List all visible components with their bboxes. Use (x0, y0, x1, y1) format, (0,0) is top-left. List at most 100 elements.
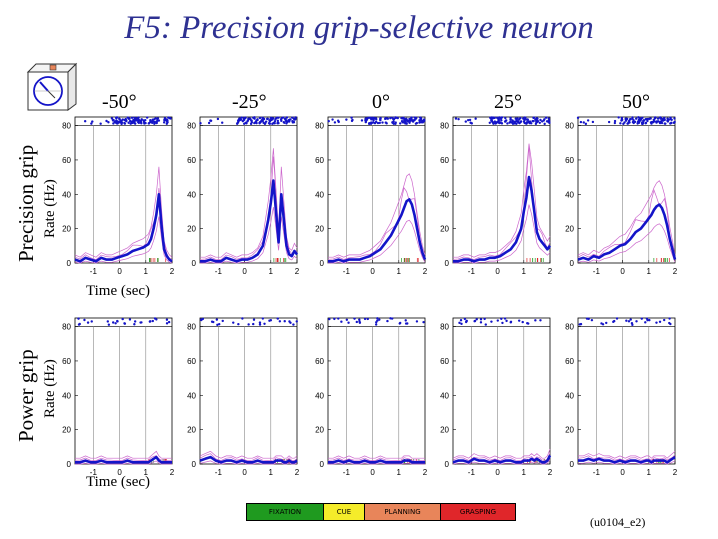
raster-spike (261, 317, 265, 320)
firing-rate-line (199, 455, 298, 464)
raster-spike (137, 121, 141, 125)
raster-spike (358, 320, 361, 323)
raster-spike (379, 116, 382, 120)
raster-spike (628, 118, 632, 121)
column-title-neg25: -25° (232, 91, 267, 113)
raster-spike (646, 117, 649, 121)
y-tick-label: 0 (67, 460, 72, 469)
raster-spike (274, 118, 277, 121)
raster-spike (358, 318, 361, 321)
raster-spike (669, 322, 672, 326)
raster-spike (355, 320, 359, 324)
raster-spike (166, 119, 169, 123)
raster-spike (500, 317, 503, 320)
column-title-50: 50° (622, 91, 650, 113)
raster-spike (642, 119, 646, 122)
raster-spike (268, 119, 271, 122)
raster-spike (165, 122, 168, 125)
raster-spike (252, 318, 256, 321)
panel-frame (74, 317, 173, 465)
raster-spike (131, 121, 134, 125)
raster-spike (258, 116, 262, 120)
raster-spike (669, 122, 672, 125)
legend-grasping: GRASPING (441, 504, 515, 520)
firing-rate-line (578, 456, 676, 464)
y-tick-label: 0 (570, 259, 575, 268)
row-label-power: Power grip (14, 349, 38, 442)
raster-spike (578, 323, 581, 326)
x-tick-label: 2 (423, 468, 428, 477)
firing-rate-line (200, 179, 299, 263)
envelope-lower (74, 216, 173, 264)
raster-spike (672, 121, 676, 125)
raster-spike (538, 121, 541, 124)
raster-spike (582, 121, 585, 124)
raster-spike (525, 122, 528, 125)
raster-spike (497, 118, 500, 121)
raster-spike (612, 320, 615, 324)
raster-spike (371, 121, 374, 124)
raster-spike (155, 120, 158, 124)
raster-spike (277, 116, 280, 119)
raster-spike (379, 118, 382, 122)
raster-spike (657, 120, 660, 123)
raster-spike (635, 320, 638, 323)
raster-spike (139, 119, 143, 123)
raster-spike (370, 118, 373, 121)
envelope-upper (74, 166, 173, 258)
raster-spike (256, 118, 259, 122)
raster-spike (663, 122, 666, 125)
raster-spike (389, 116, 392, 120)
raster-spike (237, 322, 240, 326)
raster-spike (653, 117, 657, 120)
raster-spike (291, 116, 294, 119)
raster-spike (516, 121, 520, 124)
x-tick-label: -1 (215, 468, 223, 477)
raster-spike (404, 319, 407, 322)
raster-spike (246, 119, 250, 122)
y-tick-label: 0 (570, 460, 575, 469)
raster-spike (283, 121, 286, 124)
raster-spike (165, 322, 169, 325)
raster-spike (258, 321, 262, 324)
raster-spike (591, 120, 595, 124)
y-tick-label: 0 (192, 460, 197, 469)
raster-spike (392, 122, 395, 126)
y-tick-label: 0 (320, 460, 325, 469)
raster-spike (276, 119, 279, 122)
raster-spike (149, 120, 153, 123)
raster-spike (238, 117, 241, 121)
firing-rate-line (74, 193, 173, 263)
raster-spike (236, 119, 240, 123)
x-tick-label: -1 (468, 468, 476, 477)
raster-spike (619, 122, 622, 125)
raster-spike (517, 319, 521, 322)
y-tick-label: 40 (565, 190, 574, 199)
firing-rate-line (328, 198, 427, 263)
raster-spike (497, 121, 500, 124)
raster-spike (126, 116, 129, 119)
raster-spike (545, 120, 549, 123)
raster-spike (638, 117, 641, 120)
raster-spike (244, 116, 247, 119)
raster-spike (123, 121, 126, 125)
raster-spike (374, 323, 378, 326)
raster-spike (242, 118, 245, 122)
raster-spike (378, 121, 381, 125)
raster-spike (418, 121, 421, 124)
raster-spike (120, 121, 124, 124)
x-tick-label: -1 (343, 267, 351, 276)
raster-spike (488, 121, 491, 125)
x-tick-label: 2 (673, 267, 678, 276)
raster-spike (631, 323, 634, 327)
raster-spike (392, 117, 395, 121)
raster-spike (532, 116, 536, 119)
raster-spike (668, 317, 671, 320)
raster-spike (337, 120, 340, 124)
envelope-mid (74, 455, 173, 462)
raster-spike (372, 118, 375, 122)
raster-spike (285, 116, 289, 119)
raster-spike (212, 320, 215, 324)
raster-spike (199, 122, 202, 125)
raster-spike (646, 319, 649, 322)
